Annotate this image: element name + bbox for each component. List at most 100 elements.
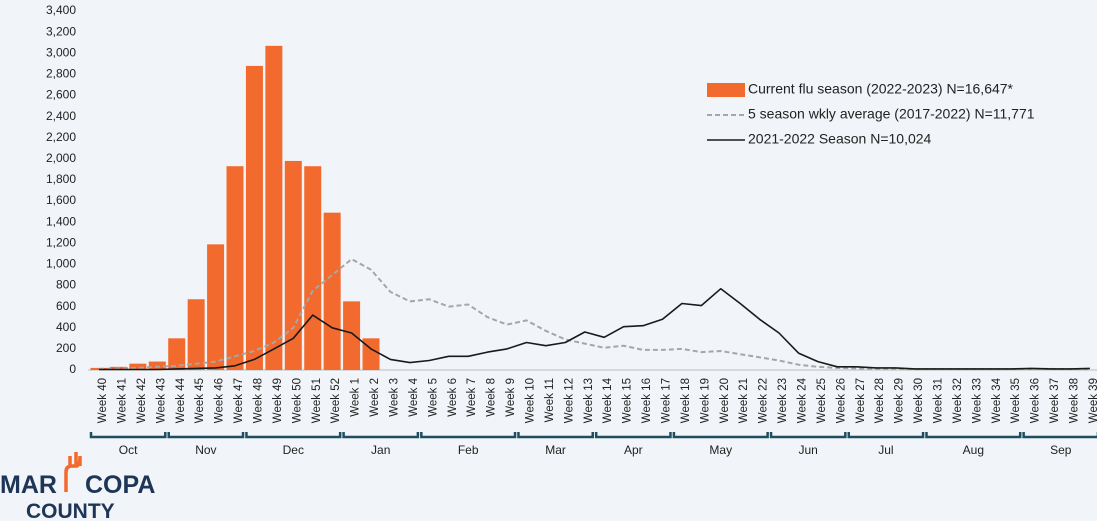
y-tick-label: 2,000 <box>46 151 76 165</box>
y-tick-label: 200 <box>56 341 76 355</box>
bar <box>187 299 205 370</box>
y-tick-label: 1,600 <box>46 193 76 207</box>
x-tick-label: Week 2 <box>369 378 381 417</box>
x-tick-label: Week 20 <box>719 378 731 423</box>
x-tick-label: Week 33 <box>971 378 983 423</box>
x-tick-label: Week 52 <box>330 378 342 423</box>
month-bracket <box>847 432 925 439</box>
x-tick-label: Week 29 <box>894 378 906 423</box>
logo-text: MAR <box>0 471 57 499</box>
y-tick-label: 2,400 <box>46 109 76 123</box>
x-tick-label: Week 40 <box>97 378 109 423</box>
x-tick-label: Week 36 <box>1030 378 1042 423</box>
y-tick-label: 3,000 <box>46 45 76 59</box>
x-tick-label: Week 11 <box>544 378 556 422</box>
x-tick-label: Week 22 <box>758 378 770 423</box>
bar <box>168 338 186 370</box>
x-tick-label: Week 1 <box>350 378 362 417</box>
line <box>99 287 1090 371</box>
legend-label: 2021-2022 Season N=10,024 <box>748 131 932 147</box>
month-label: Feb <box>458 443 479 457</box>
logo-text: COPA <box>85 471 155 499</box>
x-tick-label: Week 23 <box>777 378 789 423</box>
month-label: Sep <box>1050 443 1072 457</box>
month-label: Apr <box>624 443 643 457</box>
month-bracket <box>89 432 167 439</box>
y-tick-label: 400 <box>56 320 76 334</box>
month-bracket <box>672 432 769 439</box>
y-tick-label: 2,200 <box>46 130 76 144</box>
x-tick-label: Week 45 <box>194 378 206 423</box>
legend-swatch <box>707 83 745 97</box>
x-tick-label: Week 14 <box>602 377 614 423</box>
y-tick-label: 800 <box>56 278 76 292</box>
y-tick-label: 1,400 <box>46 214 76 228</box>
x-tick-label: Week 18 <box>680 378 692 423</box>
y-tick-label: 1,000 <box>46 257 76 271</box>
x-tick-label: Week 3 <box>388 378 400 417</box>
x-tick-label: Week 30 <box>913 378 925 423</box>
x-tick-label: Week 12 <box>563 378 575 423</box>
month-bracket <box>769 432 847 439</box>
legend-label: Current flu season (2022-2023) N=16,647* <box>748 81 1014 97</box>
x-tick-label: Week 6 <box>447 378 459 417</box>
x-tick-label: Week 43 <box>155 378 167 423</box>
logo-text: COUNTY <box>26 500 115 521</box>
x-tick-label: Week 32 <box>952 378 964 423</box>
x-tick-label: Week 42 <box>136 378 148 423</box>
bar <box>207 244 225 370</box>
month-bracket <box>517 432 594 439</box>
x-tick-label: Week 15 <box>622 378 634 423</box>
x-tick-label: Week 35 <box>1010 378 1022 423</box>
y-tick-label: 3,400 <box>46 3 76 17</box>
month-label: Jul <box>878 443 893 457</box>
x-tick-label: Week 51 <box>311 378 323 423</box>
x-tick-label: Week 27 <box>855 378 867 423</box>
month-label: Nov <box>195 443 216 457</box>
x-tick-label: Week 38 <box>1069 378 1081 423</box>
month-bracket <box>420 432 517 439</box>
x-tick-label: Week 44 <box>175 377 187 423</box>
x-tick-label: Week 28 <box>874 378 886 423</box>
bar <box>148 361 166 370</box>
bar <box>129 363 147 370</box>
bar <box>265 45 283 370</box>
bar <box>304 166 322 370</box>
y-tick-label: 1,200 <box>46 235 76 249</box>
month-bracket <box>925 432 1022 439</box>
x-tick-label: Week 39 <box>1088 378 1097 423</box>
month-label: May <box>709 443 732 457</box>
month-bracket <box>1022 432 1097 439</box>
month-label: Mar <box>545 443 566 457</box>
x-tick-label: Week 46 <box>214 378 226 423</box>
x-tick-label: Week 50 <box>291 378 303 423</box>
y-tick-label: 3,200 <box>46 24 76 38</box>
logo-icon <box>64 452 82 492</box>
x-tick-label: Week 5 <box>427 378 439 417</box>
bar <box>226 166 244 370</box>
x-tick-label: Week 41 <box>116 378 128 423</box>
x-tick-label: Week 48 <box>252 378 264 423</box>
month-label: Dec <box>283 443 304 457</box>
month-bracket <box>594 432 672 439</box>
bar <box>323 212 341 370</box>
y-tick-label: 1,800 <box>46 172 76 186</box>
x-tick-label: Week 31 <box>933 378 945 423</box>
x-tick-label: Week 7 <box>466 378 478 417</box>
x-tick-label: Week 37 <box>1049 378 1061 423</box>
x-tick-label: Week 19 <box>699 378 711 423</box>
month-bracket <box>167 432 245 439</box>
month-label: Oct <box>119 443 138 457</box>
x-tick-label: Week 49 <box>272 378 284 423</box>
bar <box>245 65 263 370</box>
x-tick-label: Week 9 <box>505 378 517 417</box>
month-label: Aug <box>963 443 984 457</box>
y-tick-label: 0 <box>69 362 76 376</box>
y-tick-label: 2,800 <box>46 67 76 81</box>
legend-label: 5 season wkly average (2017-2022) N=11,7… <box>748 106 1035 122</box>
logo: MAR COPA COUNTY <box>0 452 155 521</box>
month-label: Jan <box>371 443 390 457</box>
month-label: Jun <box>799 443 818 457</box>
x-tick-label: Week 21 <box>738 378 750 423</box>
